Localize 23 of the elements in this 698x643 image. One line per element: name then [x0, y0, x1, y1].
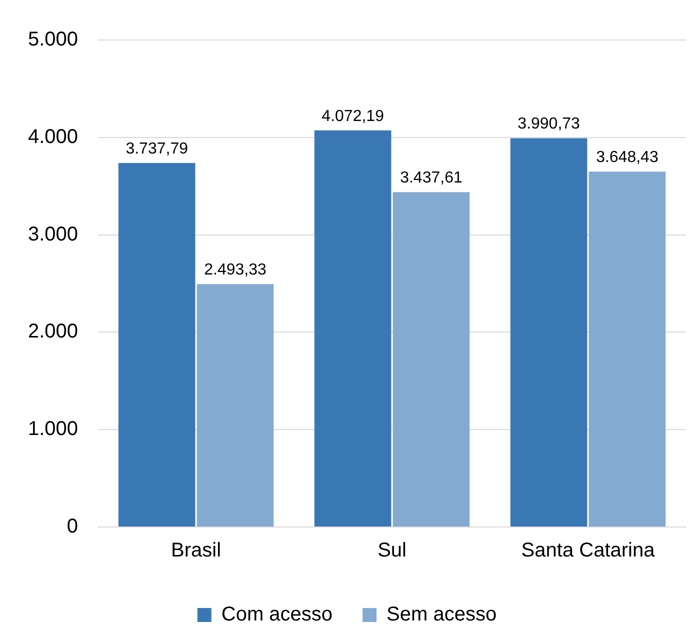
x-tick-label: Santa Catarina: [521, 540, 656, 562]
bar: [588, 172, 666, 526]
data-label: 3.990,73: [518, 116, 580, 133]
legend-label: Sem acesso: [386, 604, 497, 626]
y-tick-label: 4.000: [28, 126, 78, 148]
bar: [510, 138, 588, 526]
data-label: 3.437,61: [400, 170, 462, 187]
y-tick-label: 1.000: [28, 418, 78, 440]
y-tick-label: 5.000: [28, 28, 78, 51]
bar: [392, 192, 470, 526]
data-label: 3.648,43: [596, 149, 658, 166]
bar: [196, 284, 274, 526]
x-tick-label: Sul: [378, 540, 406, 562]
y-tick-label: 0: [66, 516, 78, 538]
bar: [118, 162, 196, 526]
data-label: 4.072,19: [322, 108, 384, 125]
data-label: 3.737,79: [126, 140, 188, 158]
x-tick-label: Brasil: [171, 540, 222, 562]
legend-label: Com acesso: [221, 604, 333, 626]
y-tick-label: 2.000: [28, 320, 78, 343]
bar: [314, 130, 392, 526]
data-label: 2.493,33: [204, 262, 266, 279]
y-tick-label: 3.000: [28, 223, 78, 246]
